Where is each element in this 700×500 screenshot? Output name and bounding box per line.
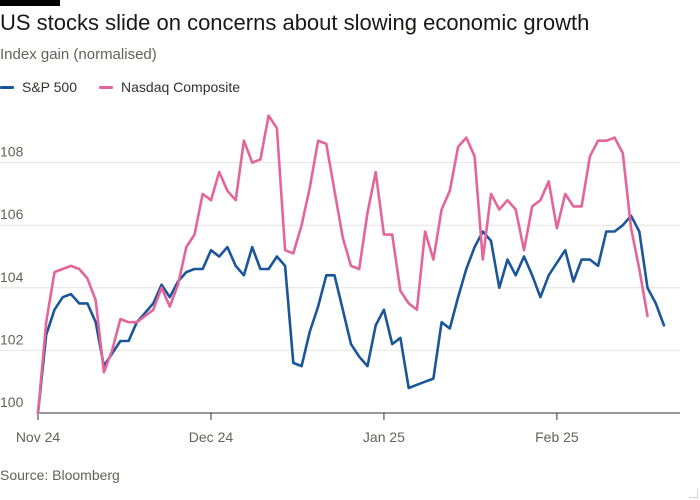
series-line-sp500 <box>36 214 666 415</box>
x-tick-label: Feb 25 <box>535 429 579 445</box>
y-tick-label: 104 <box>0 269 24 285</box>
y-tick-label: 106 <box>0 206 24 222</box>
corner-mark <box>689 489 698 498</box>
legend: S&P 500 Nasdaq Composite <box>0 78 262 96</box>
y-tick-label: 102 <box>0 331 24 347</box>
y-tick-label: 100 <box>0 394 24 410</box>
chart-subtitle: Index gain (normalised) <box>0 46 157 63</box>
source-note: Source: Bloomberg <box>0 467 120 483</box>
x-tick-label: Nov 24 <box>16 429 61 445</box>
legend-item-nasdaq: Nasdaq Composite <box>99 79 240 95</box>
x-tick-label: Dec 24 <box>189 429 234 445</box>
legend-swatch-sp500 <box>0 85 14 89</box>
top-rule <box>0 0 60 6</box>
legend-swatch-nasdaq <box>99 85 114 89</box>
legend-label-sp500: S&P 500 <box>22 79 78 95</box>
x-tick-label: Jan 25 <box>363 429 405 445</box>
chart-title: US stocks slide on concerns about slowin… <box>0 10 590 35</box>
series-line-nasdaq <box>36 114 649 415</box>
y-tick-label: 108 <box>0 144 24 160</box>
legend-label-nasdaq: Nasdaq Composite <box>121 79 241 95</box>
legend-item-sp500: S&P 500 <box>0 79 77 95</box>
